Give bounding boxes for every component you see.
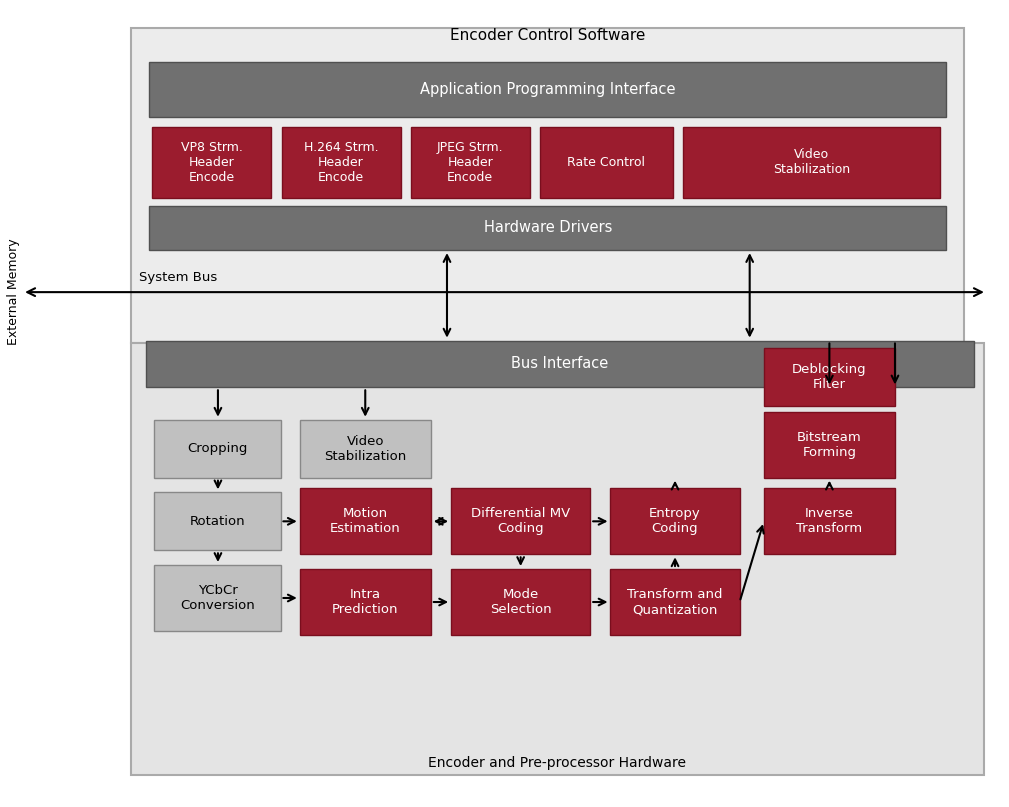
- FancyBboxPatch shape: [154, 420, 281, 478]
- FancyBboxPatch shape: [154, 565, 281, 631]
- Text: Encoder and Pre-processor Hardware: Encoder and Pre-processor Hardware: [428, 755, 686, 770]
- FancyBboxPatch shape: [610, 488, 740, 554]
- Text: Bitstream
Forming: Bitstream Forming: [797, 431, 862, 458]
- Text: Application Programming Interface: Application Programming Interface: [420, 82, 676, 97]
- Text: Inverse
Transform: Inverse Transform: [796, 508, 863, 535]
- Text: Rate Control: Rate Control: [567, 156, 646, 169]
- Text: Motion
Estimation: Motion Estimation: [330, 508, 401, 535]
- Text: Intra
Prediction: Intra Prediction: [332, 588, 399, 616]
- Text: Differential MV
Coding: Differential MV Coding: [471, 508, 570, 535]
- Text: External Memory: External Memory: [7, 239, 19, 345]
- FancyBboxPatch shape: [146, 341, 974, 387]
- FancyBboxPatch shape: [451, 488, 590, 554]
- FancyBboxPatch shape: [131, 343, 984, 775]
- FancyBboxPatch shape: [154, 492, 281, 550]
- Text: Deblocking
Filter: Deblocking Filter: [792, 363, 867, 391]
- Text: H.264 Strm.
Header
Encode: H.264 Strm. Header Encode: [304, 140, 378, 184]
- Text: VP8 Strm.
Header
Encode: VP8 Strm. Header Encode: [181, 140, 243, 184]
- Text: System Bus: System Bus: [139, 271, 218, 284]
- FancyBboxPatch shape: [300, 420, 431, 478]
- FancyBboxPatch shape: [540, 127, 673, 198]
- FancyBboxPatch shape: [300, 488, 431, 554]
- Text: YCbCr
Conversion: YCbCr Conversion: [180, 584, 255, 612]
- FancyBboxPatch shape: [764, 488, 895, 554]
- FancyBboxPatch shape: [149, 206, 946, 250]
- Text: Cropping: Cropping: [188, 442, 247, 455]
- FancyBboxPatch shape: [149, 62, 946, 117]
- Text: Transform and
Quantization: Transform and Quantization: [628, 588, 722, 616]
- Text: Encoder Control Software: Encoder Control Software: [450, 28, 645, 43]
- FancyBboxPatch shape: [131, 28, 964, 343]
- Text: Video
Stabilization: Video Stabilization: [324, 435, 407, 462]
- FancyBboxPatch shape: [282, 127, 401, 198]
- FancyBboxPatch shape: [764, 348, 895, 406]
- FancyBboxPatch shape: [152, 127, 271, 198]
- FancyBboxPatch shape: [610, 569, 740, 635]
- FancyBboxPatch shape: [683, 127, 940, 198]
- Text: Entropy
Coding: Entropy Coding: [649, 508, 701, 535]
- Text: Rotation: Rotation: [190, 515, 245, 528]
- Text: JPEG Strm.
Header
Encode: JPEG Strm. Header Encode: [437, 140, 503, 184]
- FancyBboxPatch shape: [411, 127, 530, 198]
- FancyBboxPatch shape: [764, 412, 895, 478]
- Text: Bus Interface: Bus Interface: [512, 357, 608, 371]
- FancyBboxPatch shape: [451, 569, 590, 635]
- Text: Hardware Drivers: Hardware Drivers: [483, 220, 612, 236]
- Text: Mode
Selection: Mode Selection: [489, 588, 552, 616]
- Text: Video
Stabilization: Video Stabilization: [773, 148, 851, 176]
- FancyBboxPatch shape: [300, 569, 431, 635]
